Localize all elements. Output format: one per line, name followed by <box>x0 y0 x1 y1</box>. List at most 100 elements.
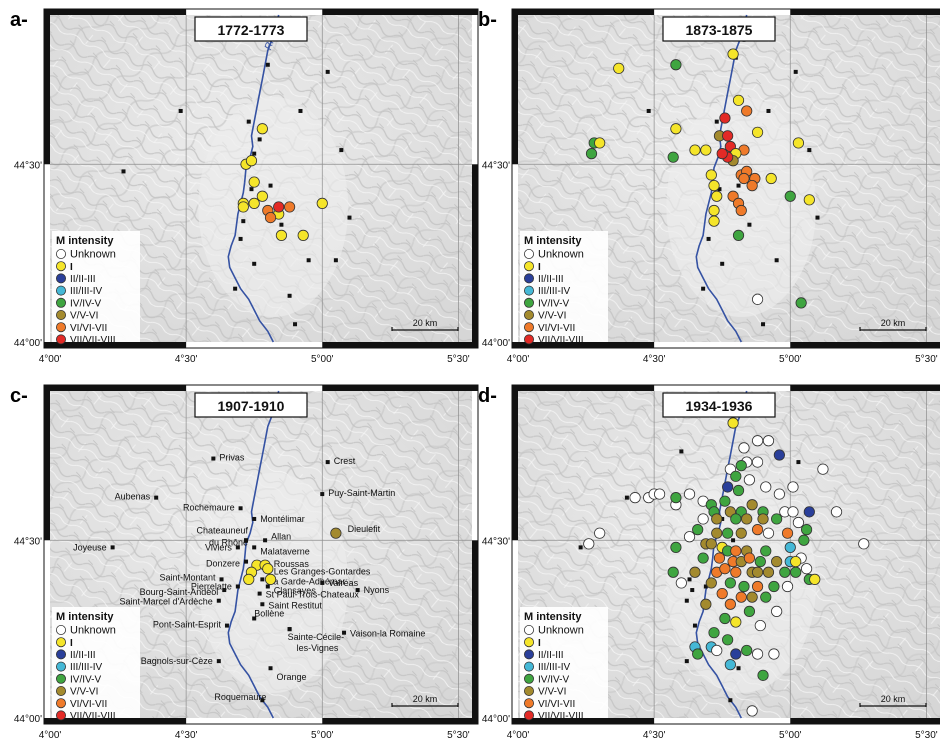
legend-swatch <box>56 334 67 345</box>
frame-band <box>44 385 187 391</box>
event-circle <box>732 94 745 106</box>
panel-letter: a- <box>10 9 28 31</box>
legend-label: VI/VI-VII <box>538 323 575 334</box>
event-circle <box>732 229 745 241</box>
town-marker <box>714 119 719 124</box>
legend-box <box>52 231 140 342</box>
town-marker <box>347 215 352 220</box>
town-marker <box>233 286 238 291</box>
town-marker <box>121 169 126 174</box>
legend-label: II/II-III <box>538 650 564 661</box>
event-circle <box>722 130 734 142</box>
town-marker <box>731 538 736 543</box>
frame-band <box>44 9 50 165</box>
event-circle <box>735 591 747 603</box>
lon-tick-label: 5°00' <box>311 730 334 738</box>
legend-swatch <box>524 637 535 648</box>
town-label: Saint Restitut <box>268 600 322 610</box>
event-circle <box>771 605 783 617</box>
lon-tick-label: 4°30' <box>175 730 198 738</box>
map-panel: c- 4°00' 4°30' 5°00' 5°30' 44°00' 44°30' Privas… <box>10 384 479 738</box>
event-circle <box>724 659 736 671</box>
town-marker <box>306 258 311 263</box>
lat-tick-label: 44°30' <box>14 536 42 547</box>
legend-label: III/III-IV <box>538 662 571 673</box>
event-circle <box>741 644 753 657</box>
legend-label: V/V-VI <box>538 687 566 698</box>
town-marker <box>257 137 262 142</box>
town-marker <box>110 545 115 550</box>
legend-swatch <box>56 309 67 320</box>
legend-swatch <box>56 649 67 660</box>
event-circle <box>711 527 723 539</box>
event-circle <box>784 541 796 553</box>
town-marker <box>796 460 801 465</box>
town-label: Saint-Montant <box>159 572 216 582</box>
event-circle <box>730 545 742 557</box>
event-circle <box>724 577 736 589</box>
town-marker <box>815 215 820 220</box>
map-panel: d- 4°00' 4°30' 5°00' 5°30' 44°00' 44°30' 1934-1… <box>478 384 940 738</box>
town-marker <box>747 222 752 227</box>
event-circle <box>762 566 775 578</box>
event-circle <box>800 524 813 536</box>
town-label: Rochemaure <box>183 502 235 512</box>
rhone-river <box>227 390 280 719</box>
event-circle <box>795 297 807 309</box>
event-circle <box>262 563 274 575</box>
town-marker <box>235 584 240 589</box>
town-marker <box>257 591 262 596</box>
lon-tick-label: 5°30' <box>915 730 938 738</box>
town-marker <box>246 119 251 124</box>
event-circle <box>653 488 666 500</box>
town-label: Roquemaure <box>214 692 266 702</box>
town-label: du Rhône <box>209 537 248 547</box>
event-circle <box>751 435 764 447</box>
town-label: La Garde-Adhémar <box>268 576 345 586</box>
event-circle <box>743 605 756 617</box>
event-circle <box>751 524 764 536</box>
town-marker <box>325 69 330 74</box>
event-circle <box>697 513 709 525</box>
frame-band <box>512 718 655 724</box>
event-circle <box>585 148 598 160</box>
event-circle <box>751 648 764 660</box>
event-circle <box>803 506 815 518</box>
town-marker <box>320 580 325 585</box>
frame-band <box>44 385 50 541</box>
legend-swatch <box>524 673 535 684</box>
legend-swatch <box>524 273 535 284</box>
lon-tick-label: 4°30' <box>643 354 666 365</box>
event-circle <box>809 573 821 585</box>
event-circle <box>256 190 268 202</box>
town-marker <box>268 666 273 671</box>
legend-swatch <box>56 637 67 648</box>
event-circle <box>245 155 258 167</box>
town-marker <box>692 623 697 628</box>
event-circle <box>760 591 772 603</box>
lon-tick-label: 5°30' <box>915 354 938 365</box>
scale-label: 20 km <box>413 694 438 704</box>
event-circle <box>243 573 255 585</box>
event-circle <box>732 484 745 497</box>
panel-letter: b- <box>478 9 497 31</box>
legend-swatch <box>524 334 535 345</box>
event-circle <box>741 105 753 117</box>
map-panel: b- 4°00' 4°30' 5°00' 5°30' 44°00' 44°30' 1873-1… <box>478 8 940 365</box>
town-marker <box>265 62 270 67</box>
event-circle <box>248 176 260 188</box>
town-marker <box>224 623 229 628</box>
event-circle <box>248 197 260 209</box>
legend-label: VI/VI-VII <box>538 699 575 710</box>
scale-label: 20 km <box>413 318 438 328</box>
legend-swatch <box>524 649 535 660</box>
event-circle <box>730 648 742 660</box>
town-label: Clansayes <box>274 585 317 595</box>
frame-band <box>322 342 478 348</box>
event-circle <box>719 612 731 625</box>
legend-swatch <box>524 686 535 697</box>
event-circle <box>800 563 813 575</box>
legend-swatch <box>524 285 535 296</box>
legend-label: VI/VI-VII <box>70 699 107 710</box>
event-circle <box>719 563 731 575</box>
